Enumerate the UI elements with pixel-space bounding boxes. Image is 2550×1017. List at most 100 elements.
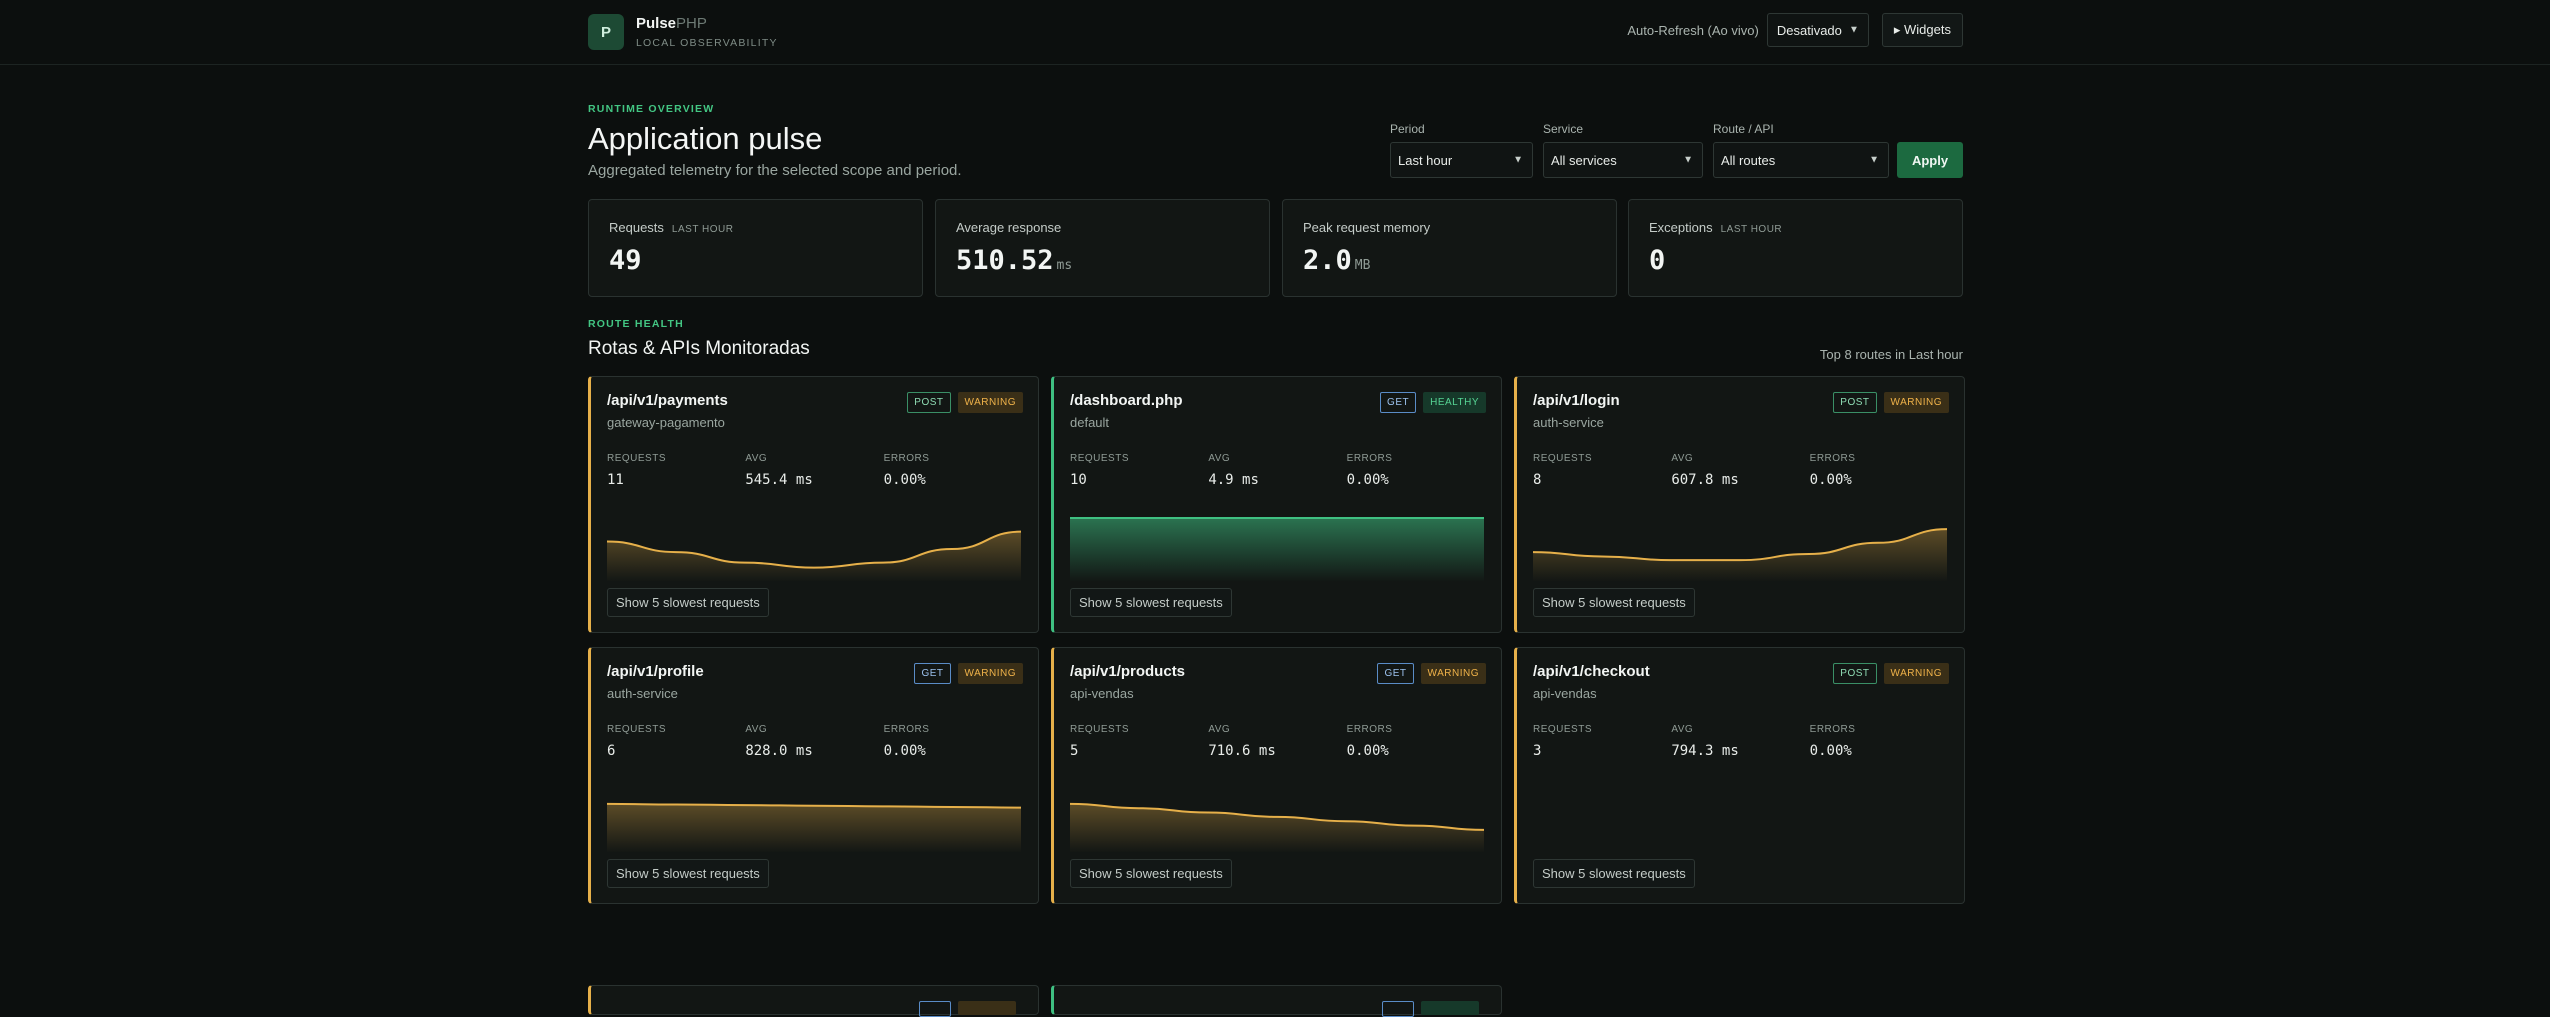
method-badge: GET <box>1377 663 1414 684</box>
sparkline-area <box>607 531 1021 582</box>
widgets-button[interactable]: ▸ Widgets <box>1881 13 1963 47</box>
service-filter: Service All services ▼ <box>1543 122 1703 178</box>
route-select[interactable]: All routes ▼ <box>1713 142 1889 178</box>
status-badge: HEALTHY <box>1423 392 1486 413</box>
metric-label: AVG <box>1671 453 1694 464</box>
metric-value: 0.00% <box>1346 743 1389 759</box>
metric-errors: ERRORS 0.00% <box>1347 724 1485 759</box>
route-card[interactable]: /dashboard.php default GET HEALTHY REQUESTS 1… <box>1051 376 1502 633</box>
metric-errors: ERRORS 0.00% <box>1347 453 1485 488</box>
apply-button[interactable]: Apply <box>1897 142 1963 178</box>
metric-avg: AVG 710.6 ms <box>1208 724 1346 759</box>
route-metrics: REQUESTS 10 AVG 4.9 ms ERRORS 0.00% <box>1070 453 1485 488</box>
route-card-partial[interactable] <box>588 985 1039 1017</box>
chevron-down-icon: ▼ <box>1683 154 1693 166</box>
metric-label: AVG <box>1208 453 1231 464</box>
metric-requests: REQUESTS 10 <box>1070 453 1208 488</box>
metric-requests: REQUESTS 5 <box>1070 724 1208 759</box>
stat-label: Requests LAST HOUR <box>609 220 902 235</box>
section-title: Rotas & APIs Monitoradas <box>588 338 810 359</box>
brand-name-suffix: PHP <box>676 15 707 32</box>
show-slowest-button[interactable]: Show 5 slowest requests <box>1070 588 1232 617</box>
route-filter: Route / API All routes ▼ <box>1713 122 1889 178</box>
status-badge: WARNING <box>1420 663 1486 684</box>
stat-card-exceptions: Exceptions LAST HOUR 0 <box>1628 199 1963 297</box>
metric-label: REQUESTS <box>607 453 667 464</box>
metric-value: 8 <box>1533 472 1542 488</box>
chevron-down-icon: ▼ <box>1513 154 1523 166</box>
route-path: /api/v1/checkout <box>1533 663 1650 680</box>
metric-value: 4.9 ms <box>1208 472 1259 488</box>
route-service: gateway-pagamento <box>607 415 725 430</box>
metric-value: 11 <box>607 472 624 488</box>
metric-requests: REQUESTS 3 <box>1533 724 1671 759</box>
sparkline-line <box>1533 528 1947 562</box>
section-eyebrow: ROUTE HEALTH <box>588 318 684 330</box>
metric-avg: AVG 545.4 ms <box>745 453 883 488</box>
metric-value: 0.00% <box>1346 472 1389 488</box>
route-badges: POST WARNING <box>1833 392 1949 413</box>
metric-avg: AVG 4.9 ms <box>1208 453 1346 488</box>
chevron-down-icon: ▼ <box>1848 24 1859 36</box>
auto-refresh-select[interactable]: Desativado ▼ <box>1766 13 1869 47</box>
route-card-partial[interactable] <box>1051 985 1502 1017</box>
stat-value: 2.0 MB <box>1303 245 1596 276</box>
route-value: All routes <box>1721 152 1776 168</box>
sparkline-area <box>1533 529 1947 582</box>
route-path: /api/v1/login <box>1533 392 1620 409</box>
method-badge: GET <box>914 663 951 684</box>
service-select[interactable]: All services ▼ <box>1543 142 1703 178</box>
status-badge: WARNING <box>957 392 1023 413</box>
metric-label: AVG <box>1208 724 1231 735</box>
metric-errors: ERRORS 0.00% <box>884 724 1022 759</box>
metric-value: 545.4 ms <box>745 472 813 488</box>
route-service: api-vendas <box>1533 686 1597 701</box>
metric-value: 0.00% <box>1809 743 1852 759</box>
page-header: RUNTIME OVERVIEW Application pulse Aggre… <box>588 103 962 179</box>
metric-label: AVG <box>1671 724 1694 735</box>
route-card[interactable]: /api/v1/login auth-service POST WARNING REQU… <box>1514 376 1965 633</box>
metric-value: 607.8 ms <box>1671 472 1739 488</box>
method-badge: POST <box>1833 392 1877 413</box>
brand: P PulsePHP LOCAL OBSERVABILITY <box>588 14 778 50</box>
route-card[interactable]: /api/v1/checkout api-vendas POST WARNING REQ… <box>1514 647 1965 904</box>
route-service: api-vendas <box>1070 686 1134 701</box>
route-card[interactable]: /api/v1/products api-vendas GET WARNING REQU… <box>1051 647 1502 904</box>
route-metrics: REQUESTS 3 AVG 794.3 ms ERRORS 0.00% <box>1533 724 1948 759</box>
sparkline-chart <box>607 530 1021 582</box>
route-card[interactable]: /api/v1/profile auth-service GET WARNING REQ… <box>588 647 1039 904</box>
metric-label: AVG <box>745 724 768 735</box>
sparkline-chart <box>1533 528 1947 582</box>
sparkline-area <box>1070 518 1484 582</box>
metric-label: ERRORS <box>883 724 930 735</box>
metric-label: ERRORS <box>1809 724 1856 735</box>
section-meta: Top 8 routes in Last hour <box>1819 347 1963 362</box>
metric-label: REQUESTS <box>1533 453 1593 464</box>
stat-card-peak-memory: Peak request memory 2.0 MB <box>1282 199 1617 297</box>
show-slowest-button[interactable]: Show 5 slowest requests <box>607 859 769 888</box>
stat-unit: MB <box>1354 258 1371 273</box>
metric-value: 0.00% <box>883 743 926 759</box>
period-filter: Period Last hour ▼ <box>1390 122 1533 178</box>
show-slowest-button[interactable]: Show 5 slowest requests <box>1533 859 1695 888</box>
stats-row: Requests LAST HOUR 49 Average response 51… <box>588 199 1963 297</box>
show-slowest-button[interactable]: Show 5 slowest requests <box>1533 588 1695 617</box>
route-badges: GET HEALTHY <box>1380 392 1486 413</box>
route-card[interactable]: /api/v1/payments gateway-pagamento POST WAR… <box>588 376 1039 633</box>
metric-label: ERRORS <box>883 453 930 464</box>
stat-value: 510.52 ms <box>956 245 1249 276</box>
method-badge: POST <box>1833 663 1877 684</box>
show-slowest-button[interactable]: Show 5 slowest requests <box>607 588 769 617</box>
route-path: /dashboard.php <box>1070 392 1183 409</box>
stat-unit: ms <box>1056 258 1073 273</box>
show-slowest-button[interactable]: Show 5 slowest requests <box>1070 859 1232 888</box>
metric-label: REQUESTS <box>1533 724 1593 735</box>
route-badges: GET WARNING <box>1377 663 1486 684</box>
metric-label: ERRORS <box>1346 724 1393 735</box>
status-badge: WARNING <box>957 663 1023 684</box>
metric-label: ERRORS <box>1809 453 1856 464</box>
service-value: All services <box>1551 152 1617 168</box>
period-select[interactable]: Last hour ▼ <box>1390 142 1533 178</box>
metric-requests: REQUESTS 11 <box>607 453 745 488</box>
route-service: auth-service <box>607 686 678 701</box>
